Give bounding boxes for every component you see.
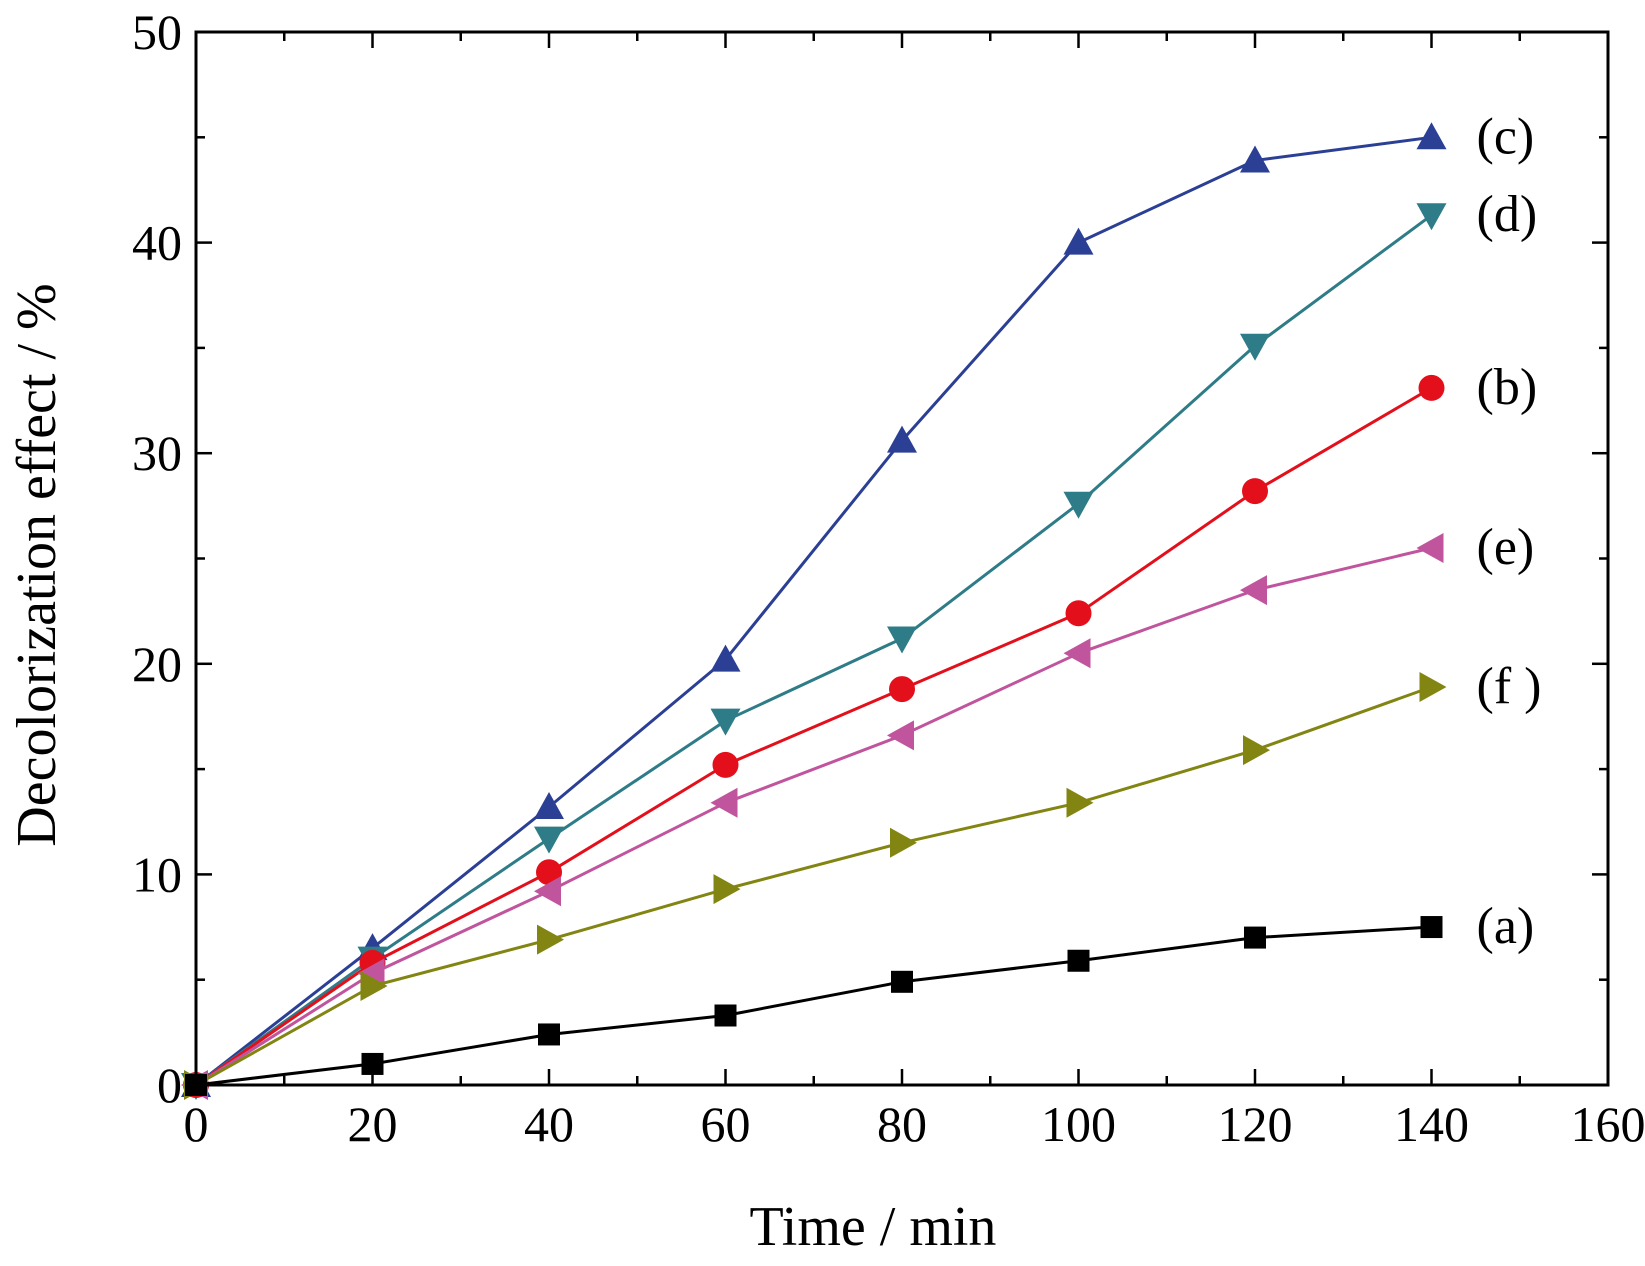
series-f: (f ) bbox=[184, 658, 1541, 1100]
square-marker bbox=[1420, 916, 1443, 939]
x-tick-label: 160 bbox=[1571, 1096, 1645, 1152]
triangle-left-marker bbox=[710, 787, 738, 818]
circle-marker bbox=[1242, 478, 1268, 505]
triangle-up-marker bbox=[534, 792, 564, 820]
series-label-d: (d) bbox=[1477, 186, 1538, 243]
series-label-c: (c) bbox=[1477, 108, 1535, 165]
y-tick-label: 50 bbox=[132, 4, 182, 60]
triangle-right-marker bbox=[1419, 671, 1447, 702]
triangle-left-marker bbox=[1063, 638, 1091, 669]
circle-marker bbox=[889, 676, 915, 703]
x-tick-label: 80 bbox=[877, 1096, 927, 1152]
y-tick-label: 30 bbox=[132, 425, 182, 481]
y-tick-label: 40 bbox=[132, 215, 182, 271]
series-b: (b) bbox=[183, 359, 1537, 1098]
circle-marker bbox=[536, 859, 562, 886]
triangle-left-marker bbox=[1416, 532, 1444, 563]
x-tick-label: 0 bbox=[184, 1096, 209, 1152]
series-c: (c) bbox=[181, 108, 1534, 1097]
series-line-d bbox=[195, 213, 1433, 1087]
x-axis-title: Time / min bbox=[750, 1196, 997, 1258]
series-line-a bbox=[195, 925, 1432, 1087]
x-tick-label: 140 bbox=[1394, 1096, 1469, 1152]
series-line-e bbox=[195, 546, 1432, 1087]
x-tick-label: 100 bbox=[1041, 1096, 1116, 1152]
triangle-up-marker bbox=[1416, 122, 1447, 150]
triangle-down-marker bbox=[1240, 333, 1270, 361]
triangle-up-marker bbox=[1240, 145, 1270, 173]
triangle-left-marker bbox=[534, 876, 561, 907]
triangle-down-marker bbox=[1063, 491, 1094, 519]
x-tick-label: 20 bbox=[348, 1096, 398, 1152]
x-tick-label: 60 bbox=[701, 1096, 751, 1152]
series-label-b: (b) bbox=[1477, 359, 1538, 416]
triangle-left-marker bbox=[887, 720, 914, 751]
triangle-right-marker bbox=[890, 827, 917, 858]
triangle-right-marker bbox=[1066, 787, 1094, 818]
triangle-down-marker bbox=[1416, 203, 1447, 231]
square-marker bbox=[1067, 949, 1090, 972]
series-line-b bbox=[195, 386, 1433, 1087]
triangle-right-marker bbox=[537, 924, 564, 955]
y-tick-label: 0 bbox=[157, 1057, 182, 1113]
triangle-down-marker bbox=[710, 708, 741, 736]
circle-marker bbox=[1065, 600, 1092, 627]
series-line-c bbox=[195, 135, 1432, 1087]
series-label-f: (f ) bbox=[1477, 658, 1542, 715]
triangle-up-marker bbox=[887, 425, 917, 453]
y-tick-label: 20 bbox=[132, 636, 182, 692]
triangle-right-marker bbox=[713, 874, 741, 905]
circle-marker bbox=[1418, 374, 1445, 401]
triangle-up-marker bbox=[710, 644, 741, 672]
series-a: (a) bbox=[185, 898, 1534, 1096]
series-label-e: (e) bbox=[1477, 519, 1535, 576]
series-line-f bbox=[195, 685, 1433, 1087]
square-marker bbox=[361, 1052, 384, 1075]
y-tick-label: 10 bbox=[132, 846, 182, 902]
square-marker bbox=[1244, 926, 1266, 949]
triangle-down-marker bbox=[534, 826, 564, 854]
triangle-right-marker bbox=[360, 971, 388, 1002]
square-marker bbox=[891, 970, 913, 993]
triangle-down-marker bbox=[887, 626, 917, 654]
triangle-left-marker bbox=[1240, 575, 1267, 606]
square-marker bbox=[714, 1004, 737, 1027]
y-axis-title: Decolorization effect / % bbox=[6, 283, 68, 846]
x-tick-label: 120 bbox=[1218, 1096, 1293, 1152]
square-marker bbox=[538, 1023, 560, 1046]
triangle-up-marker bbox=[1063, 227, 1094, 255]
axis-layer: 0 20 40 60 80 100 120 140 160 0 10 20 30 40 50 bbox=[132, 4, 1645, 1152]
series-layer: (c) (d) (b) (e) (f ) (a) bbox=[181, 108, 1541, 1100]
circle-marker bbox=[712, 751, 739, 778]
triangle-right-marker bbox=[1243, 735, 1270, 766]
series-e: (e) bbox=[181, 519, 1534, 1100]
series-label-a: (a) bbox=[1477, 898, 1535, 955]
x-tick-label: 40 bbox=[524, 1096, 574, 1152]
